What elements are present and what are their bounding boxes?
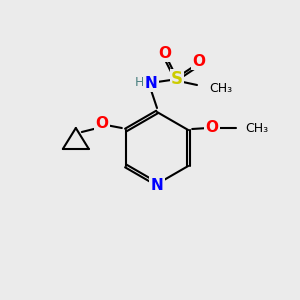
Text: O: O: [158, 46, 172, 61]
Text: H: H: [134, 76, 144, 89]
Text: CH₃: CH₃: [245, 122, 268, 134]
Text: O: O: [95, 116, 108, 131]
Text: N: N: [151, 178, 164, 193]
Text: O: O: [193, 53, 206, 68]
Text: O: O: [206, 121, 219, 136]
Text: N: N: [145, 76, 158, 91]
Text: S: S: [171, 70, 183, 88]
Text: CH₃: CH₃: [209, 82, 232, 94]
